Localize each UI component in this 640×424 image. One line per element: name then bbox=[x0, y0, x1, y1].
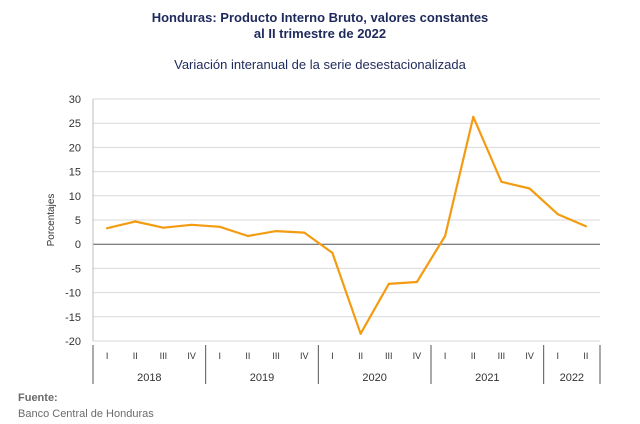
data-point bbox=[134, 220, 137, 223]
y-tick-label: -10 bbox=[65, 288, 81, 300]
data-point bbox=[105, 227, 109, 230]
data-point bbox=[162, 226, 165, 229]
y-tick-label: 20 bbox=[69, 142, 81, 154]
source-label: Fuente: bbox=[18, 392, 58, 404]
y-tick-label: -15 bbox=[65, 312, 81, 324]
chart-subtitle: Variación interanual de la serie desesta… bbox=[174, 57, 466, 72]
data-point bbox=[359, 332, 362, 335]
data-point bbox=[500, 180, 503, 183]
data-point bbox=[246, 234, 250, 238]
x-tick-label: II bbox=[358, 351, 363, 361]
y-tick-label: -20 bbox=[65, 336, 81, 348]
x-tick-label: I bbox=[331, 351, 334, 361]
y-axis-label: Porcentajes bbox=[46, 194, 57, 247]
data-point bbox=[472, 115, 475, 119]
year-label: 2021 bbox=[475, 372, 499, 384]
data-point bbox=[584, 225, 588, 228]
x-tick-label: I bbox=[444, 351, 447, 361]
year-label: 2019 bbox=[250, 372, 274, 384]
data-point bbox=[218, 225, 221, 228]
x-tick-label: II bbox=[471, 351, 476, 361]
data-point bbox=[331, 251, 334, 255]
x-tick-label: II bbox=[245, 351, 250, 361]
data-point bbox=[415, 280, 419, 284]
data-point bbox=[190, 223, 193, 226]
data-point bbox=[274, 230, 278, 233]
x-tick-label: IV bbox=[300, 351, 309, 361]
x-tick-label: III bbox=[498, 351, 506, 361]
x-tick-label: II bbox=[583, 351, 588, 361]
y-tick-label: 5 bbox=[75, 215, 81, 227]
chart-title-line1: Honduras: Producto Interno Bruto, valore… bbox=[151, 10, 489, 25]
data-point bbox=[556, 213, 559, 216]
data-point bbox=[443, 234, 447, 238]
x-tick-label: IV bbox=[525, 351, 534, 361]
data-point bbox=[528, 187, 531, 190]
year-label: 2022 bbox=[560, 372, 584, 384]
x-tick-label: I bbox=[106, 351, 109, 361]
x-tick-label: II bbox=[133, 351, 138, 361]
y-tick-label: 10 bbox=[69, 191, 81, 203]
data-point bbox=[387, 282, 390, 285]
x-tick-label: I bbox=[218, 351, 221, 361]
source-text: Banco Central de Honduras bbox=[18, 408, 154, 420]
y-tick-label: 25 bbox=[69, 118, 81, 130]
y-tick-label: 30 bbox=[69, 94, 81, 106]
data-point bbox=[303, 231, 306, 234]
chart-title-line2: al II trimestre de 2022 bbox=[253, 26, 387, 41]
x-tick-label: I bbox=[556, 351, 559, 361]
y-tick-label: 0 bbox=[75, 239, 81, 251]
x-tick-label: III bbox=[160, 351, 168, 361]
series-line bbox=[106, 115, 587, 335]
x-tick-label: IV bbox=[413, 351, 422, 361]
y-tick-label: 15 bbox=[69, 167, 81, 179]
x-tick-label: IV bbox=[187, 351, 196, 361]
x-tick-label: III bbox=[385, 351, 393, 361]
y-tick-label: -5 bbox=[71, 263, 81, 275]
year-label: 2018 bbox=[137, 372, 161, 384]
year-label: 2020 bbox=[362, 372, 386, 384]
x-tick-label: III bbox=[272, 351, 280, 361]
